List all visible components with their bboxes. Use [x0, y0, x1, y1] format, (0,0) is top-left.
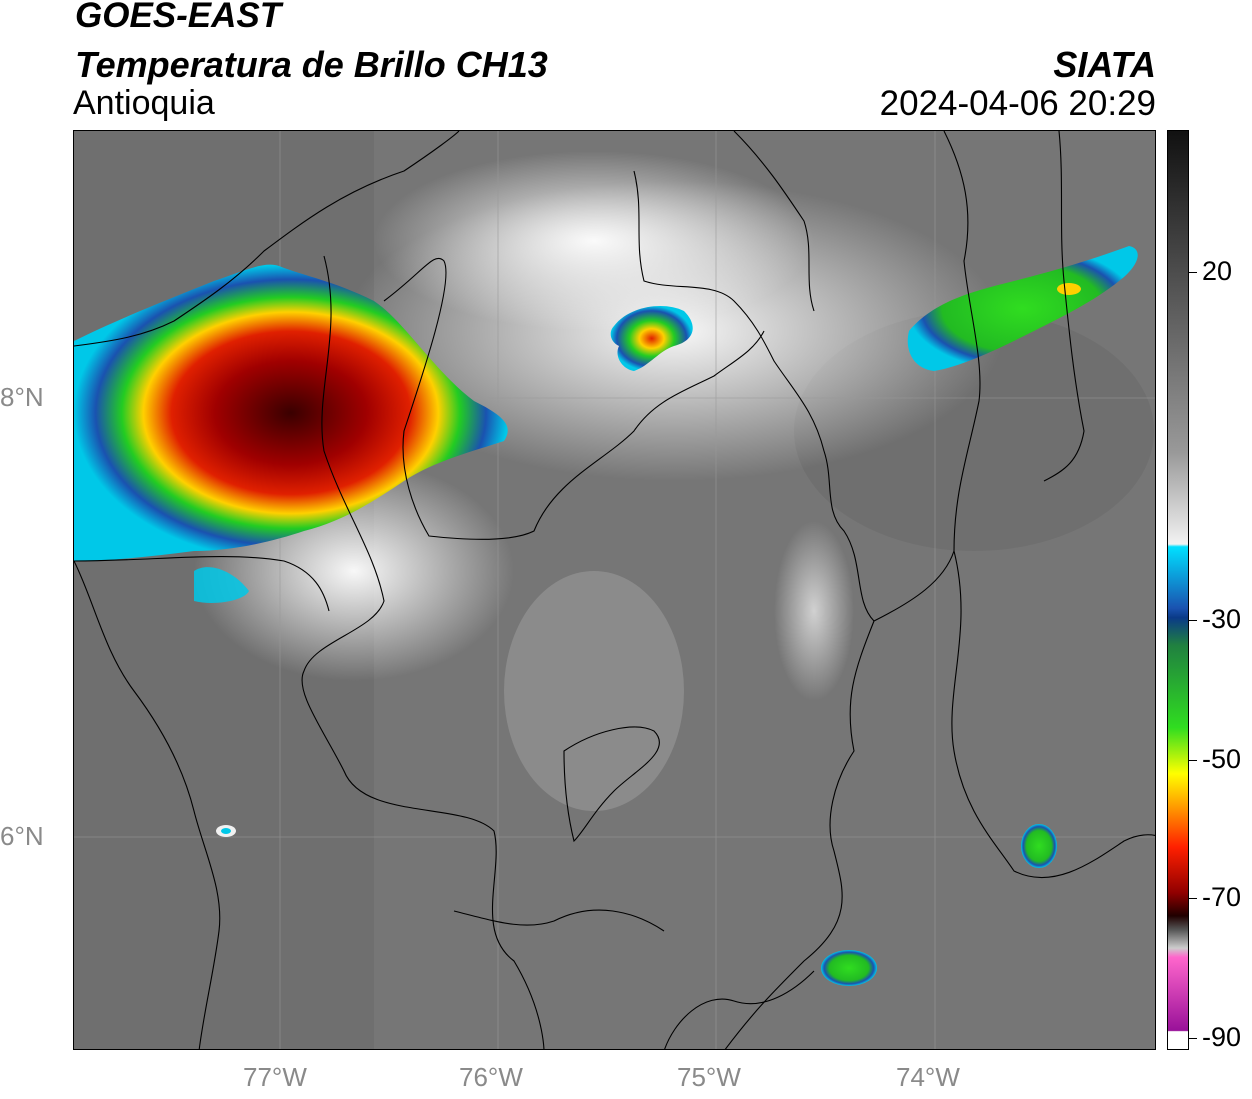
map-canvas — [74, 131, 1155, 1049]
storm-cell-east — [907, 246, 1138, 371]
storm-cell-south — [821, 950, 877, 986]
title-product: Temperatura de Brillo CH13 — [75, 44, 548, 85]
colorbar — [1167, 130, 1189, 1050]
lon-label-77w: 77°W — [243, 1062, 307, 1092]
colorbar-label-minus50: -50 — [1202, 744, 1242, 774]
lon-label-75w: 75°W — [677, 1062, 741, 1092]
storm-cell-center — [610, 306, 693, 371]
storm-cell-southeast — [1021, 824, 1057, 868]
title-region: Antioquia — [73, 84, 215, 122]
colorbar-label-20: 20 — [1202, 256, 1233, 286]
colorbar-label-minus90: -90 — [1202, 1022, 1242, 1052]
lat-label-6n: 6°N — [0, 821, 44, 851]
title-timestamp: 2024-04-06 20:29 — [879, 84, 1156, 123]
title-satellite: GOES-EAST — [75, 0, 282, 35]
lon-label-76w: 76°W — [459, 1062, 523, 1092]
lat-label-8n: 8°N — [0, 382, 44, 412]
colorbar-label-minus30: -30 — [1202, 604, 1242, 634]
storm-cluster-west — [74, 264, 508, 561]
lon-label-74w: 74°W — [896, 1062, 960, 1092]
boundaries — [74, 131, 1155, 1049]
colorbar-label-minus70: -70 — [1202, 882, 1242, 912]
title-organization: SIATA — [1053, 44, 1156, 85]
satellite-map — [73, 130, 1156, 1050]
